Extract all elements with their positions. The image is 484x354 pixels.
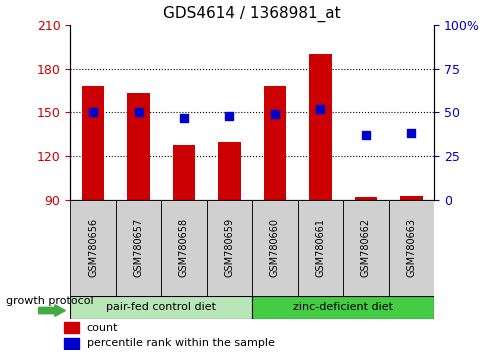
Text: GSM780663: GSM780663	[406, 218, 415, 277]
Text: GSM780657: GSM780657	[133, 218, 143, 278]
Text: growth protocol: growth protocol	[6, 296, 93, 306]
Bar	[116, 200, 161, 296]
Bar	[399, 196, 422, 200]
Text: GSM780658: GSM780658	[179, 218, 189, 278]
Bar	[218, 142, 241, 200]
Text: zinc-deficient diet: zinc-deficient diet	[292, 302, 393, 312]
Bar	[64, 338, 79, 349]
Bar	[70, 200, 116, 296]
FancyArrow shape	[39, 305, 65, 316]
Point	[135, 110, 142, 115]
Point	[271, 111, 278, 117]
Text: percentile rank within the sample: percentile rank within the sample	[87, 338, 274, 348]
Bar	[308, 54, 331, 200]
Bar	[388, 200, 433, 296]
Bar	[252, 200, 297, 296]
Bar	[172, 144, 195, 200]
Text: pair-fed control diet: pair-fed control diet	[106, 302, 216, 312]
Text: GSM780660: GSM780660	[270, 218, 279, 277]
Bar	[70, 296, 252, 319]
Bar	[263, 86, 286, 200]
Bar	[342, 200, 388, 296]
Point	[361, 132, 369, 138]
Text: GSM780659: GSM780659	[224, 218, 234, 278]
Bar	[81, 86, 104, 200]
Title: GDS4614 / 1368981_at: GDS4614 / 1368981_at	[163, 6, 340, 22]
Bar	[252, 296, 433, 319]
Bar	[161, 200, 206, 296]
Bar	[206, 200, 252, 296]
Text: GSM780661: GSM780661	[315, 218, 325, 277]
Bar	[64, 322, 79, 333]
Point	[225, 113, 233, 119]
Bar	[354, 197, 377, 200]
Point	[407, 131, 414, 136]
Text: GSM780656: GSM780656	[88, 218, 98, 278]
Text: count: count	[87, 322, 118, 332]
Point	[89, 110, 97, 115]
Point	[180, 115, 187, 120]
Text: GSM780662: GSM780662	[360, 218, 370, 278]
Bar	[127, 93, 150, 200]
Point	[316, 106, 324, 112]
Bar	[297, 200, 342, 296]
